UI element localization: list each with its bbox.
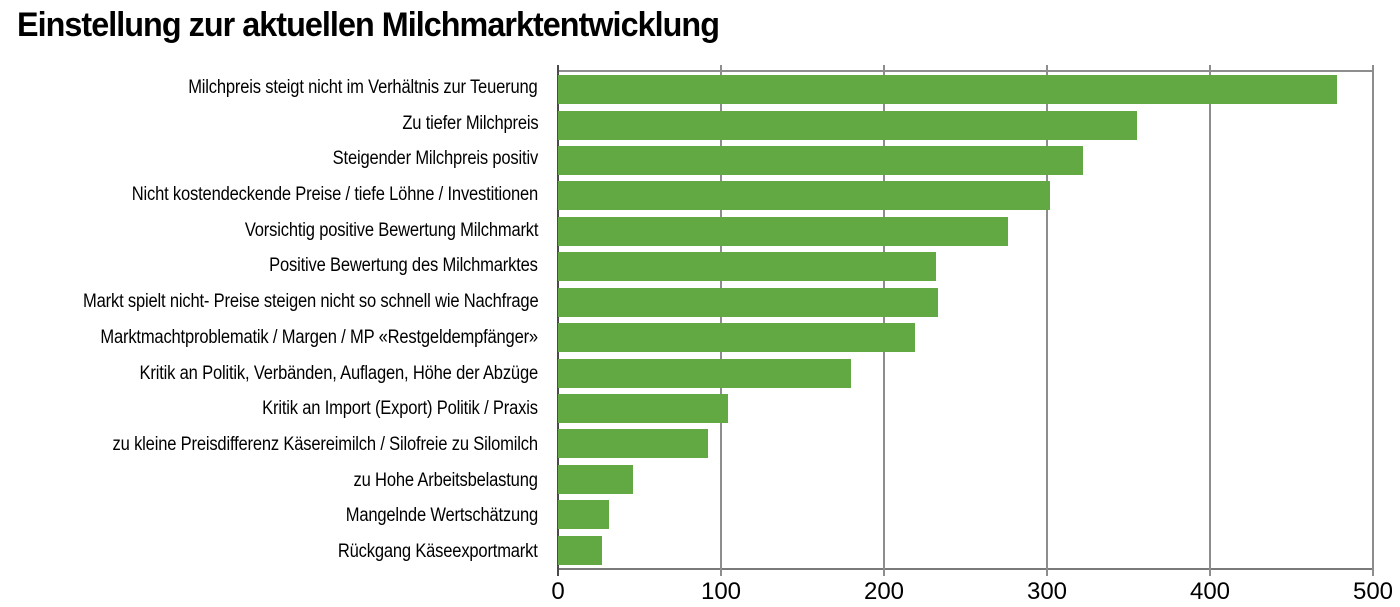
bar-row [558,72,1373,107]
category-label: Markt spielt nicht- Preise steigen nicht… [82,291,539,313]
plot-area: 0 100 200 300 400 500 [551,65,1393,605]
bar [558,287,938,317]
category-label-row: zu kleine Preisdifferenz Käsereimilch / … [0,427,548,463]
bar [558,429,708,459]
chart-title: Einstellung zur aktuellen Milchmarktentw… [17,6,720,44]
category-label: zu kleine Preisdifferenz Käsereimilch / … [112,434,538,456]
bar [558,146,1083,176]
bar-row [558,355,1373,390]
gridline [883,65,885,576]
bars-container [558,72,1373,568]
category-label-row: Milchpreis steigt nicht im Verhältnis zu… [0,70,548,106]
category-label: Nicht kostendeckende Preise / tiefe Löhn… [131,184,539,206]
category-label: Kritik an Politik, Verbänden, Auflagen, … [139,362,539,384]
bar-row [558,178,1373,213]
x-tick-label: 100 [700,578,742,605]
category-label-row: Mangelnde Wertschätzung [0,499,548,535]
category-label-row: Kritik an Import (Export) Politik / Prax… [0,391,548,427]
bar [558,535,602,565]
category-label-row: Steigender Milchpreis positiv [0,141,548,177]
gridline [720,65,722,576]
x-tick-label: 500 [1352,578,1394,605]
category-label: Rückgang Käseexportmarkt [338,541,538,563]
bar [558,464,633,494]
category-labels-column: Milchpreis steigt nicht im Verhältnis zu… [0,70,548,570]
gridline [1209,65,1211,576]
category-label-row: Marktmachtproblematik / Margen / MP «Res… [0,320,548,356]
x-tick-label: 300 [1026,578,1068,605]
bar-row [558,285,1373,320]
bar-row [558,249,1373,284]
category-label-row: Vorsichtig positive Bewertung Milchmarkt [0,213,548,249]
x-axis: 0 100 200 300 400 500 [551,568,1393,605]
x-tick-label: 400 [1189,578,1231,605]
category-label: Kritik an Import (Export) Politik / Prax… [262,398,538,420]
gridline [1372,65,1374,576]
bar [558,500,609,530]
bar-row [558,391,1373,426]
category-label-row: Nicht kostendeckende Preise / tiefe Löhn… [0,177,548,213]
bar-row [558,107,1373,142]
bar-row [558,532,1373,567]
category-label: Mangelnde Wertschätzung [345,505,539,527]
category-label: Marktmachtproblematik / Margen / MP «Res… [100,326,538,348]
bar-row [558,214,1373,249]
category-label-row: Positive Bewertung des Milchmarktes [0,249,548,285]
bar [558,323,915,353]
x-tick-label: 0 [551,578,565,605]
category-label: Vorsichtig positive Bewertung Milchmarkt [244,219,539,241]
category-label: Positive Bewertung des Milchmarktes [269,255,538,277]
bar [558,110,1137,140]
category-label-row: zu Hohe Arbeitsbelastung [0,463,548,499]
bar-row [558,462,1373,497]
y-axis-line [557,65,559,576]
bar-row [558,143,1373,178]
bar [558,181,1051,211]
category-label: Steigender Milchpreis positiv [332,148,539,170]
bar [558,75,1338,105]
bar [558,252,937,282]
category-label: Zu tiefer Milchpreis [401,112,538,134]
gridline [1046,65,1048,576]
bar-row [558,426,1373,461]
bar-row [558,320,1373,355]
bar [558,216,1008,246]
bar-row [558,497,1373,532]
bar [558,394,728,423]
category-label: zu Hohe Arbeitsbelastung [353,469,538,491]
category-label-row: Markt spielt nicht- Preise steigen nicht… [0,284,548,320]
category-label-row: Rückgang Käseexportmarkt [0,534,548,570]
bar [558,358,852,388]
x-tick-label: 200 [863,578,905,605]
category-label: Milchpreis steigt nicht im Verhältnis zu… [188,76,538,98]
category-label-row: Zu tiefer Milchpreis [0,106,548,142]
category-label-row: Kritik an Politik, Verbänden, Auflagen, … [0,356,548,392]
